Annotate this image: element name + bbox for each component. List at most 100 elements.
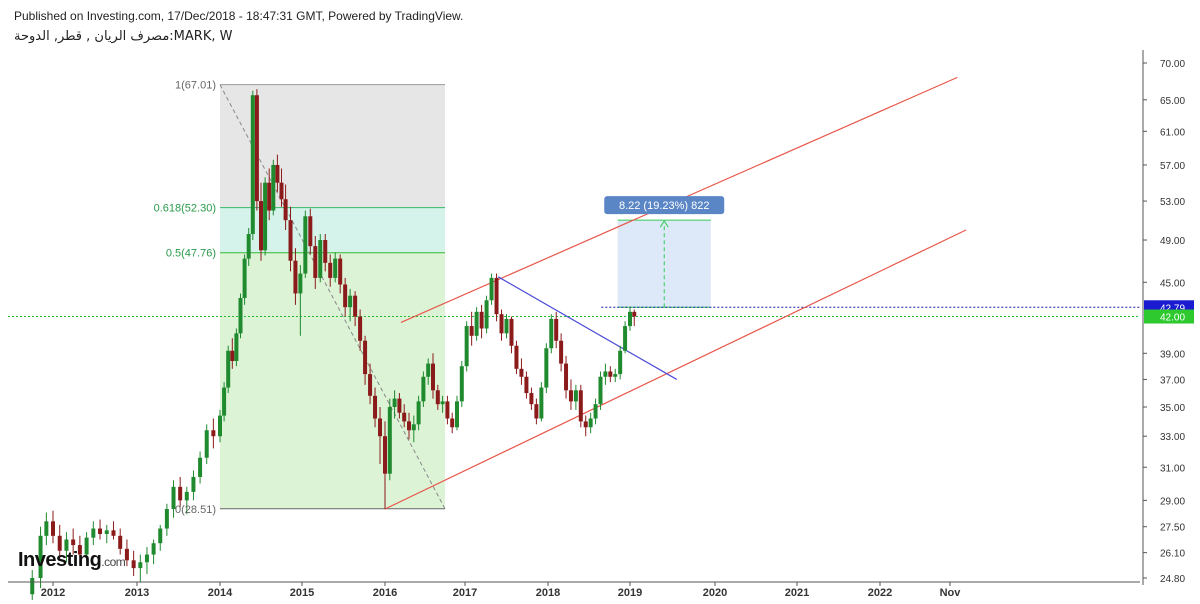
candle [632,311,637,317]
candle [593,404,598,419]
time-tick-label: 2015 [290,587,314,599]
candle [440,401,445,405]
candle [529,393,534,405]
candle [77,545,82,555]
chart-labels: 1(67.01) 0.618(52.30) 0.5(47.76) 0(28.51) 8.… [154,80,725,516]
candle [628,311,632,327]
candle [98,528,103,534]
time-tick-label: 2020 [703,587,727,599]
candle [234,333,239,362]
price-tick-label: 37.00 [1160,375,1185,386]
candle [509,318,514,346]
candle [539,387,544,419]
candle [578,390,583,422]
candle [353,295,358,317]
trend-line [497,276,678,380]
candle [469,326,474,336]
candles [30,89,637,600]
price-tag-label: 42.79 [1160,303,1185,314]
fib-label: 1(67.01) [175,80,216,92]
candle [226,350,231,388]
time-tick-label: 2012 [41,587,65,599]
price-tick-label: 26.10 [1160,549,1185,560]
time-tick-label: 2016 [373,587,397,599]
candle [218,415,222,437]
price-tick-label: 61.00 [1160,127,1185,138]
candle [184,491,189,501]
price-tick-label: 39.00 [1160,349,1185,360]
candle [479,311,484,329]
candle [333,258,338,278]
candle [111,530,116,536]
candle [131,560,136,569]
candle [445,401,450,419]
candle [348,295,353,308]
candle [504,318,509,334]
candle [618,350,623,375]
price-tick-label: 65.00 [1160,96,1185,107]
candle [519,368,524,377]
candle [494,277,499,315]
candle [387,407,392,474]
price-tick-label: 35.00 [1160,403,1185,414]
candle [242,258,247,298]
candle [383,436,387,474]
candle [603,371,608,377]
candle [573,390,578,402]
candle [254,95,259,202]
candle [204,430,209,458]
fib-zone-50 [220,252,445,509]
candle [323,240,328,263]
candle [397,398,402,413]
candle [198,457,203,477]
candle [313,246,318,278]
candle [411,424,416,431]
time-tick-label: 2021 [785,587,809,599]
drawn-lines [8,76,1140,510]
candle [613,374,618,377]
candle [363,340,368,375]
candle [583,421,588,428]
candle [549,318,554,349]
candle [118,535,123,549]
measure-label-bg [604,196,725,215]
candle [318,240,323,278]
candle [464,326,469,367]
candle [358,316,363,341]
candle [534,404,539,419]
candle [392,398,397,408]
candle [426,363,431,377]
candle [51,521,55,536]
candle [138,562,143,569]
candle [151,543,156,555]
candle [30,578,35,595]
candle [230,350,235,362]
candle [164,508,169,529]
price-tick-label: 29.00 [1160,496,1185,507]
candle [71,539,76,546]
candle [343,284,348,308]
candle [598,376,603,405]
candle [211,430,216,437]
candle [608,371,613,377]
candle [275,164,280,183]
candle [435,390,440,405]
time-tick-label: 2014 [208,587,233,599]
candle [84,537,89,555]
price-tick-label: 57.00 [1160,161,1185,172]
candle [402,412,407,422]
time-tick-label: 2022 [868,587,892,599]
candle [124,548,129,561]
price-tick-label: 24.80 [1160,574,1185,585]
candle [588,418,593,428]
time-tick-label: 2018 [536,587,560,599]
fib-label: 0(28.51) [175,504,216,516]
candle [250,95,255,234]
candle [64,539,69,551]
fib-label: 0.5(47.76) [166,248,216,260]
time-tick-label: Nov [940,587,962,599]
candle [178,486,183,501]
candle [328,262,333,278]
candle [338,258,343,285]
